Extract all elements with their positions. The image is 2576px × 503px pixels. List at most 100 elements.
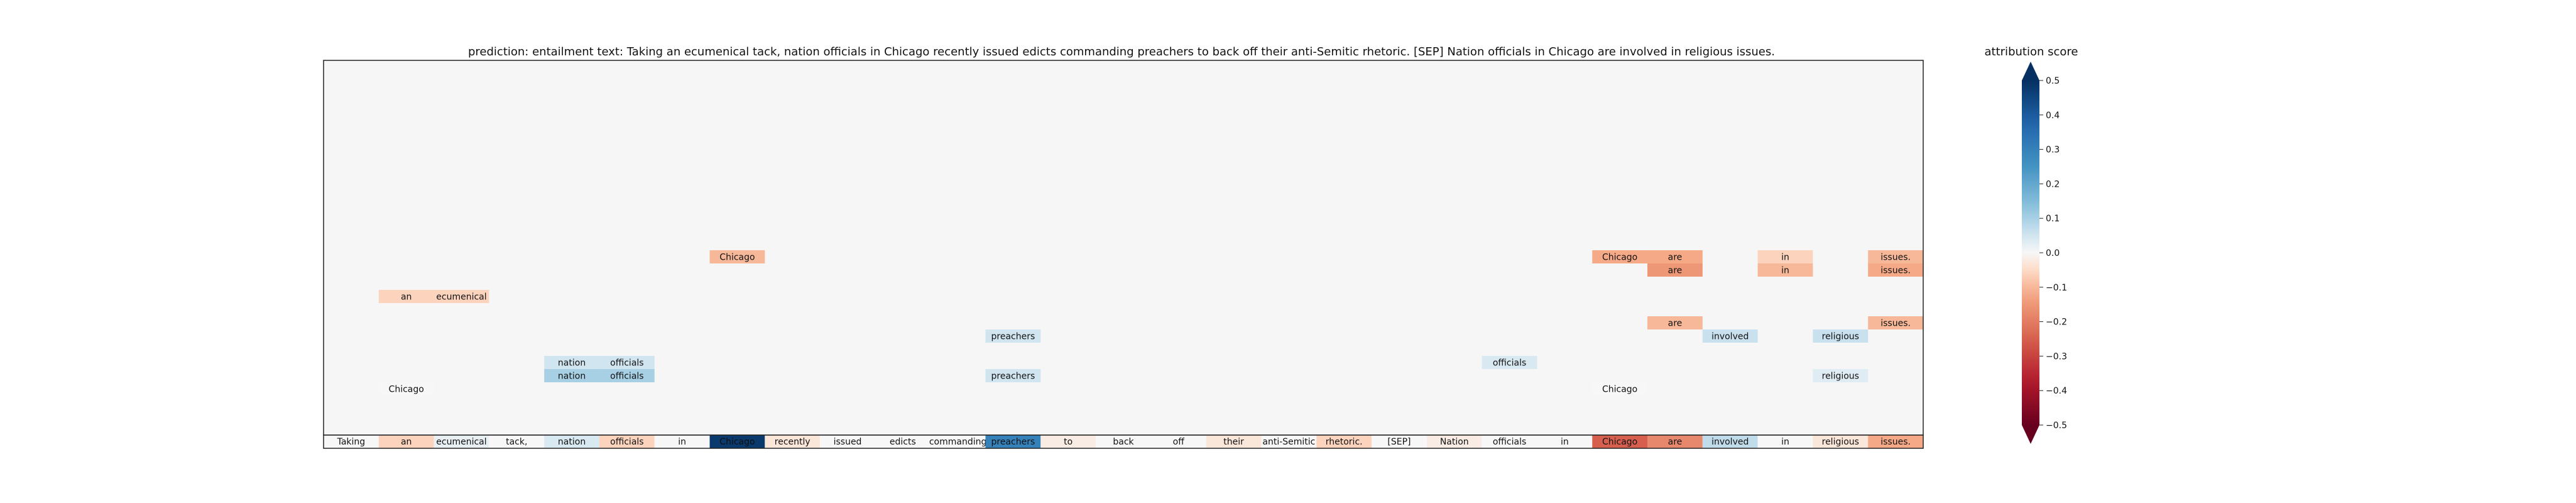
token-cell xyxy=(1040,435,1096,448)
attribution-cell-label: Chicago xyxy=(389,385,424,395)
attribution-cell xyxy=(599,356,655,369)
attribution-cell xyxy=(434,290,489,303)
attribution-cell-label: officials xyxy=(610,372,643,382)
token-cell xyxy=(378,435,434,448)
colorbar-scale xyxy=(2022,80,2039,425)
attribution-cell xyxy=(1647,316,1703,329)
token-cell xyxy=(709,435,765,448)
attribution-cell xyxy=(709,250,765,263)
token-cell xyxy=(1813,435,1869,448)
token-label: Chicago xyxy=(719,437,755,447)
colorbar-tick-label: −0.2 xyxy=(2046,318,2067,328)
token-label: are xyxy=(1668,437,1683,447)
attribution-cell xyxy=(1813,329,1869,343)
token-cell xyxy=(1372,435,1427,448)
token-label: Nation xyxy=(1440,437,1469,447)
colorbar-tick-label: 0.1 xyxy=(2046,214,2060,224)
colorbar-tick-label: −0.3 xyxy=(2046,351,2067,362)
token-cell xyxy=(654,435,710,448)
token-label: an xyxy=(401,437,412,447)
attribution-cell-label: preachers xyxy=(991,372,1035,382)
token-label: recently xyxy=(775,437,810,447)
token-cell xyxy=(1702,435,1758,448)
attribution-cell-label: issues. xyxy=(1880,253,1911,263)
colorbar-tick-label: 0.0 xyxy=(2046,248,2060,258)
attribution-cell-label: are xyxy=(1668,253,1683,263)
token-label: their xyxy=(1223,437,1244,447)
token-label: in xyxy=(1781,437,1789,447)
attribution-cell xyxy=(1813,369,1869,382)
token-cell xyxy=(1426,435,1482,448)
token-cell xyxy=(1482,435,1537,448)
attribution-cell-label: involved xyxy=(1711,332,1749,342)
token-cell xyxy=(1206,435,1262,448)
attribution-cell xyxy=(1757,263,1813,277)
token-cell xyxy=(765,435,821,448)
token-cell xyxy=(1647,435,1703,448)
attribution-cell xyxy=(1757,250,1813,263)
colorbar-tick-label: −0.5 xyxy=(2046,421,2067,431)
attribution-cell-label: are xyxy=(1668,319,1683,329)
attribution-cell-label: an xyxy=(401,292,412,302)
token-cell xyxy=(820,435,875,448)
token-label: back xyxy=(1113,437,1134,447)
attribution-cell xyxy=(378,382,434,395)
attribution-cell xyxy=(378,290,434,303)
colorbar-tick-label: 0.3 xyxy=(2046,145,2060,155)
attribution-cell xyxy=(1868,263,1923,277)
token-cell xyxy=(599,435,655,448)
attribution-cell xyxy=(1647,250,1703,263)
attribution-cell-label: Chicago xyxy=(719,253,755,263)
attribution-cell xyxy=(985,329,1041,343)
colorbar-tick-label: −0.4 xyxy=(2046,386,2067,396)
colorbar-max-extend xyxy=(2022,62,2039,80)
attribution-cell xyxy=(599,369,655,382)
token-cell xyxy=(434,435,489,448)
token-cell xyxy=(930,435,986,448)
token-label: involved xyxy=(1711,437,1749,447)
attribution-cell-label: issues. xyxy=(1880,319,1911,329)
token-cell xyxy=(985,435,1041,448)
attribution-cell-label: Chicago xyxy=(1602,253,1637,263)
attribution-cell-label: officials xyxy=(610,358,643,368)
token-label: commanding xyxy=(929,437,987,447)
token-cell xyxy=(1096,435,1151,448)
attribution-cell-label: preachers xyxy=(991,332,1035,342)
token-cell xyxy=(1261,435,1317,448)
token-label: preachers xyxy=(991,437,1035,447)
colorbar-tick-label: −0.1 xyxy=(2046,283,2067,293)
attribution-cell xyxy=(1482,356,1537,369)
token-label: Taking xyxy=(337,437,366,447)
token-cell xyxy=(1757,435,1813,448)
token-label: to xyxy=(1064,437,1072,447)
token-cell xyxy=(324,435,379,448)
token-label: rhetoric. xyxy=(1326,437,1363,447)
colorbar-title: attribution score xyxy=(1985,45,2078,58)
token-label: nation xyxy=(558,437,586,447)
token-cell xyxy=(1537,435,1593,448)
token-label: [SEP] xyxy=(1387,437,1411,447)
attribution-cell xyxy=(1647,263,1703,277)
token-label: ecumenical xyxy=(436,437,486,447)
chart-title: prediction: entailment text: Taking an e… xyxy=(468,45,1775,58)
attribution-cell-label: religious xyxy=(1822,332,1859,342)
token-label: in xyxy=(678,437,686,447)
attribution-cell xyxy=(1592,382,1648,395)
token-cell xyxy=(1868,435,1923,448)
attribution-cell-label: religious xyxy=(1822,372,1859,382)
token-label: anti-Semitic xyxy=(1262,437,1315,447)
token-cell xyxy=(544,435,599,448)
token-label: tack, xyxy=(506,437,527,447)
token-label: issued xyxy=(834,437,862,447)
attribution-cell-label: in xyxy=(1781,266,1789,276)
attribution-cell xyxy=(1592,250,1648,263)
attribution-cell xyxy=(985,369,1041,382)
token-label: off xyxy=(1173,437,1185,447)
colorbar-min-extend xyxy=(2022,425,2039,444)
attribution-cell xyxy=(1702,329,1758,343)
attribution-cell-label: ecumenical xyxy=(436,292,486,302)
token-cell xyxy=(1150,435,1206,448)
attribution-cell-label: issues. xyxy=(1880,266,1911,276)
token-cell xyxy=(875,435,931,448)
